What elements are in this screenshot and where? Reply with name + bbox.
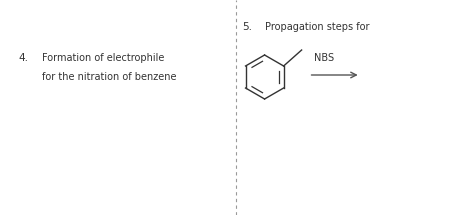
Text: 4.: 4. <box>18 53 28 63</box>
Text: NBS: NBS <box>314 53 334 63</box>
Text: Propagation steps for: Propagation steps for <box>264 22 369 32</box>
Text: for the nitration of benzene: for the nitration of benzene <box>42 72 176 82</box>
Text: 5.: 5. <box>243 22 253 32</box>
Text: Formation of electrophile: Formation of electrophile <box>42 53 164 63</box>
